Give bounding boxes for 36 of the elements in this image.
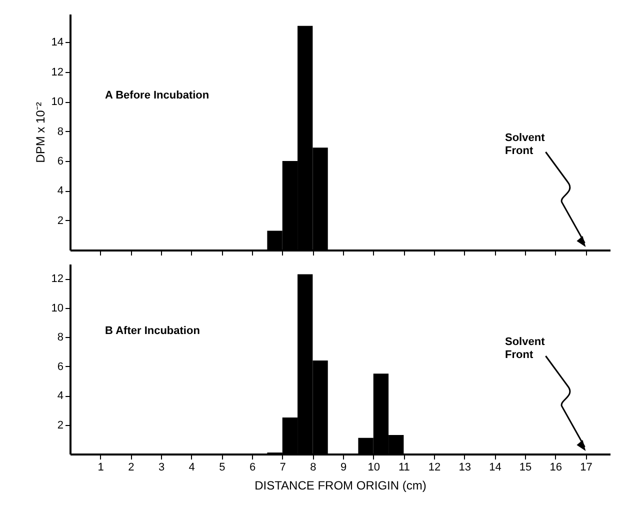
y-tick-label: 2 <box>57 214 64 227</box>
y-tick-label: 4 <box>57 390 64 402</box>
y-tick-label: 4 <box>57 185 64 198</box>
annotation: Solvent Front <box>505 336 546 361</box>
y-axis-title: DPM x 10⁻² <box>33 102 48 163</box>
y-tick-label: 6 <box>57 360 64 373</box>
x-tick-label: 5 <box>219 462 226 474</box>
x-tick-label: 1 <box>98 462 104 474</box>
x-tick-label: 12 <box>428 462 441 474</box>
x-tick-label: 7 <box>280 462 286 474</box>
x-tick-label: 6 <box>249 462 256 474</box>
y-tick-label: 14 <box>51 36 64 49</box>
x-tick-label: 17 <box>580 462 592 474</box>
x-tick-label: 2 <box>128 462 134 474</box>
y-tick-label: 8 <box>57 332 64 344</box>
y-tick-label: 12 <box>51 273 64 286</box>
y-tick-label: 2 <box>57 419 64 432</box>
annotation: B After Incubation <box>105 324 200 337</box>
x-tick-label: 13 <box>458 462 472 474</box>
y-tick-label: 6 <box>57 155 64 168</box>
x-tick-label: 16 <box>550 462 562 474</box>
x-tick-label: 4 <box>188 462 195 474</box>
x-tick-label: 15 <box>519 462 532 474</box>
y-tick-label: 12 <box>51 66 64 78</box>
y-tick-label: 10 <box>51 302 64 314</box>
x-tick-label: 11 <box>398 462 410 474</box>
x-tick-label: 10 <box>368 462 380 474</box>
x-tick-label: 9 <box>340 462 347 474</box>
x-tick-label: 14 <box>489 462 502 474</box>
y-tick-label: 8 <box>57 126 64 138</box>
x-axis-title: DISTANCE FROM ORIGIN (cm) <box>254 478 426 492</box>
annotation: Solvent Front <box>505 132 546 157</box>
y-tick-label: 10 <box>51 96 64 108</box>
x-tick-label: 3 <box>158 462 165 474</box>
annotation: A Before Incubation <box>105 90 210 102</box>
x-tick-label: 8 <box>310 462 316 474</box>
